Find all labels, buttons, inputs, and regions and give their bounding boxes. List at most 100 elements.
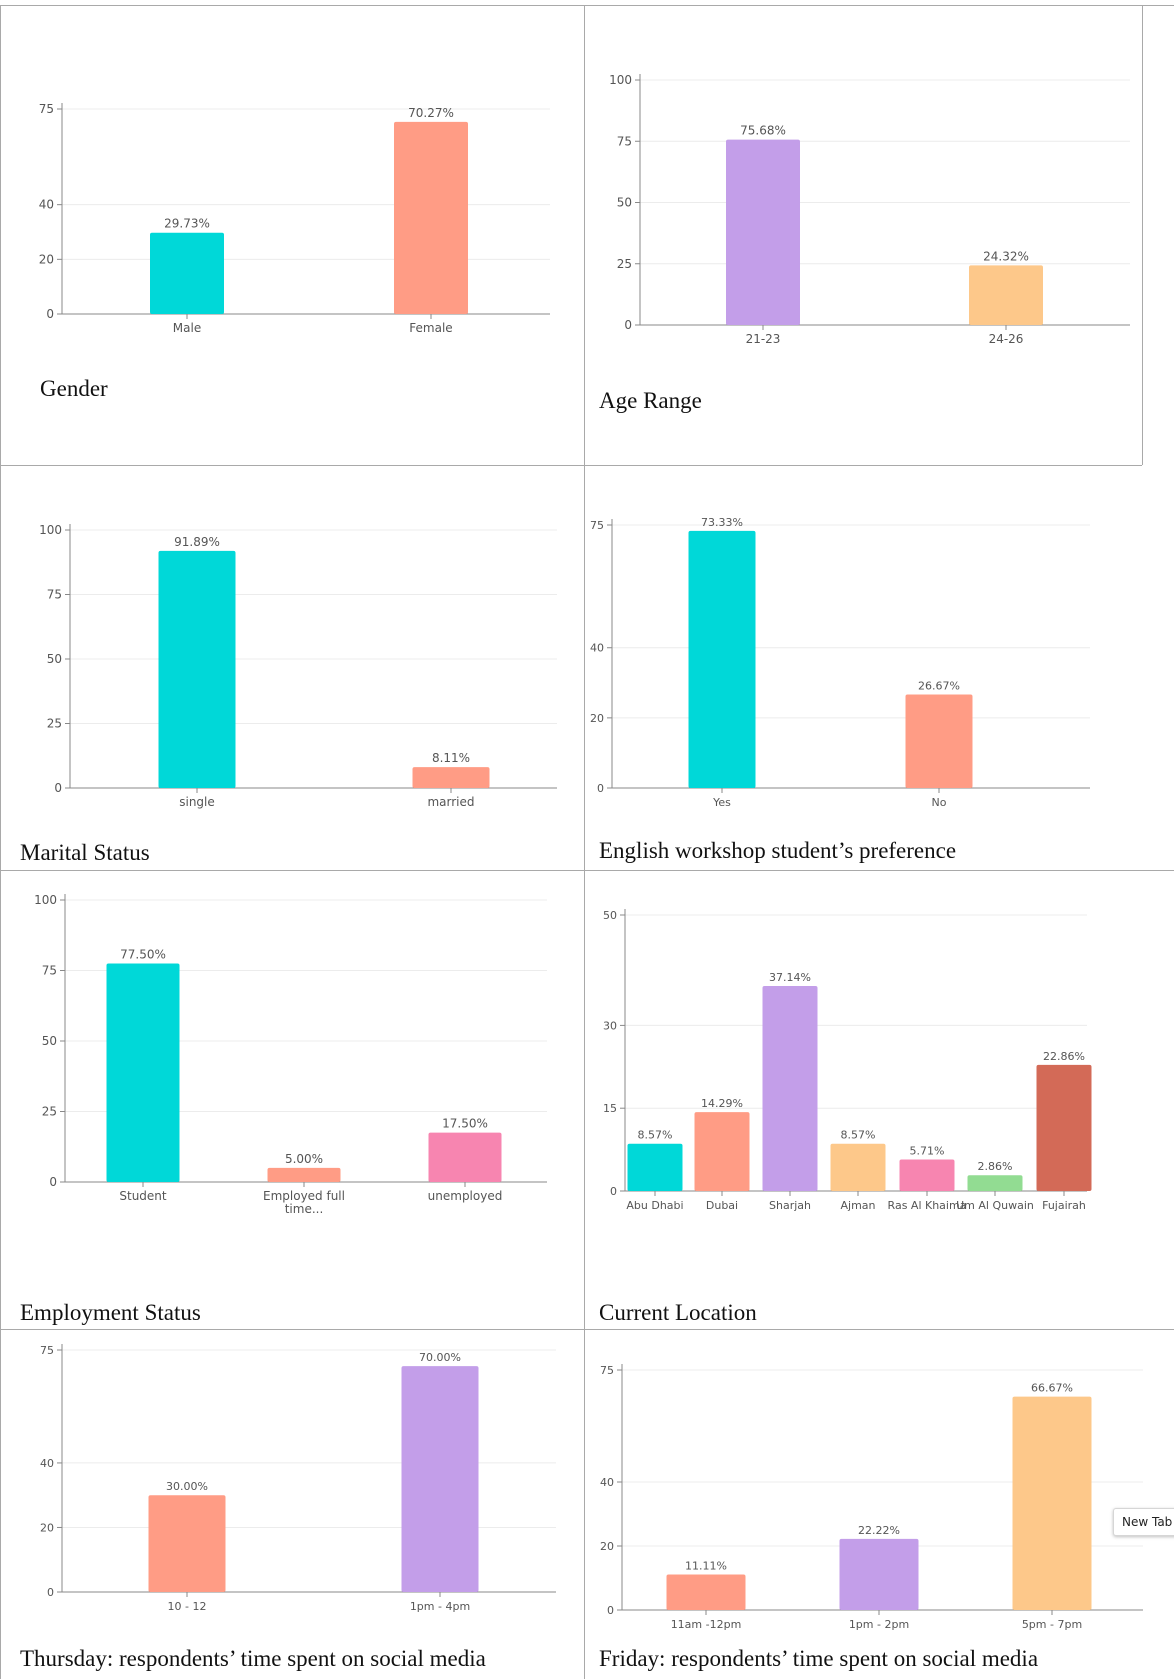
bar [106, 963, 180, 1182]
bar [905, 694, 973, 788]
row-divider-1 [0, 465, 1142, 466]
y-tick-label: 75 [600, 1364, 614, 1377]
data-label: 91.89% [174, 535, 220, 549]
column-divider [584, 5, 585, 1679]
bar [158, 550, 236, 788]
y-tick-label: 0 [46, 307, 54, 321]
y-tick-label: 20 [39, 252, 54, 266]
y-tick-label: 75 [617, 134, 632, 148]
new-tab-tooltip: New Tab [1113, 1508, 1174, 1536]
data-label: 8.57% [841, 1129, 876, 1142]
caption-current-location: Current Location [599, 1300, 757, 1325]
y-tick-label: 30 [603, 1019, 617, 1032]
bar [967, 1175, 1023, 1191]
bar [762, 985, 818, 1191]
y-tick-label: 25 [617, 257, 632, 271]
bar [148, 1495, 226, 1592]
y-tick-label: 40 [590, 642, 604, 655]
employment-status-chart-svg: 0 25 50 75 100 77.50% Student 5.00% Employed ful… [34, 893, 547, 1216]
table-border-top [0, 5, 1174, 6]
y-tick-label: 75 [42, 964, 57, 978]
english-workshop-chart: 0 20 40 75 73.33% Yes 26.67% No [590, 516, 1102, 810]
data-label: 77.50% [120, 947, 166, 961]
bar [899, 1159, 955, 1191]
x-tick-label: single [179, 795, 215, 809]
data-label: 26.67% [918, 679, 960, 692]
employment-status-chart: 0 25 50 75 100 77.50% Student 5.00% Employed ful… [34, 893, 555, 1235]
y-tick-label: 100 [39, 523, 62, 537]
bar [830, 1143, 886, 1191]
y-tick-label: 40 [40, 1457, 54, 1470]
y-tick-label: 0 [610, 1185, 617, 1198]
y-tick-label: 25 [42, 1105, 57, 1119]
data-label: 2.86% [978, 1160, 1013, 1173]
x-tick-label: 5pm - 7pm [1022, 1618, 1082, 1631]
y-tick-label: 50 [617, 196, 632, 210]
bar [726, 139, 800, 325]
data-label: 22.22% [858, 1524, 900, 1537]
x-tick-label: 24-26 [989, 332, 1024, 346]
y-tick-label: 75 [47, 588, 62, 602]
y-tick-label: 100 [609, 73, 632, 87]
bar [688, 530, 756, 788]
data-label: 24.32% [983, 249, 1029, 263]
data-label: 5.71% [910, 1144, 945, 1157]
x-tick-label: married [427, 795, 474, 809]
x-tick-label: Female [409, 321, 452, 335]
y-tick-label: 0 [597, 782, 604, 795]
data-label: 66.67% [1031, 1382, 1073, 1395]
gender-chart: 0 20 40 75 29.73% Male 70.27% Female [39, 69, 550, 335]
y-tick-label: 0 [49, 1175, 57, 1189]
data-label: 29.73% [164, 217, 210, 231]
data-label: 70.27% [408, 106, 454, 120]
data-label: 73.33% [701, 516, 743, 529]
y-tick-label: 0 [624, 318, 632, 332]
row-divider-3 [0, 1329, 1174, 1330]
current-location-chart: 0 15 30 50 8.57% Abu Dhabi 14.29% Dubai 37.14% Sh… [603, 909, 1125, 1230]
x-tick-label: 21-23 [746, 332, 781, 346]
x-tick-label: Employed full time... [263, 1189, 345, 1216]
data-label: 30.00% [166, 1480, 208, 1493]
caption-friday: Friday: respondents’ time spent on socia… [599, 1646, 1039, 1671]
bar [694, 1112, 750, 1191]
x-tick-label: Ajman [840, 1199, 875, 1212]
x-tick-label: unemployed [428, 1189, 503, 1203]
data-label: 37.14% [769, 971, 811, 984]
y-tick-label: 0 [54, 781, 62, 795]
x-tick-label: Um Al Quwain [956, 1199, 1034, 1212]
y-tick-label: 50 [42, 1034, 57, 1048]
data-label: 8.11% [432, 751, 470, 765]
friday-time-chart: 0 20 40 75 11.11% 11am -12pm 22.22% 1pm - 2pm 66… [600, 1364, 1143, 1631]
x-tick-label: 10 - 12 [168, 1600, 207, 1613]
bar [401, 1366, 479, 1592]
x-tick-label: Sharjah [769, 1199, 811, 1212]
bar [394, 121, 468, 314]
marital-status-chart: 0 25 50 75 100 91.89% single 8.11% married [39, 523, 560, 815]
english-workshop-chart-svg: 0 20 40 75 73.33% Yes 26.67% No [590, 516, 1090, 809]
x-tick-label: No [932, 796, 947, 809]
y-tick-label: 0 [47, 1586, 54, 1599]
gender-chart-svg: 0 20 40 75 29.73% Male 70.27% Female [39, 102, 550, 335]
x-tick-label: Abu Dhabi [626, 1199, 683, 1212]
x-tick-label: Student [119, 1189, 167, 1203]
x-tick-label: Ras Al Khaima [888, 1199, 967, 1212]
table-border-right [1142, 5, 1143, 465]
x-tick-label: Fujairah [1042, 1199, 1086, 1212]
caption-age-range: Age Range [599, 388, 702, 413]
age-range-chart: 0 25 50 75 100 75.68% 21-23 24.32% 24-26 [609, 73, 1140, 346]
x-tick-label: 1pm - 4pm [410, 1600, 470, 1613]
data-label: 75.68% [740, 124, 786, 138]
caption-english-workshop: English workshop student’s preference [599, 838, 957, 863]
y-tick-label: 40 [39, 198, 54, 212]
x-tick-label: Yes [712, 796, 731, 809]
y-tick-label: 100 [34, 893, 57, 907]
bar [839, 1538, 919, 1610]
caption-marital-status: Marital Status [20, 840, 150, 865]
data-label: 22.86% [1043, 1050, 1085, 1063]
caption-thursday: Thursday: respondents’ time spent on soc… [20, 1646, 486, 1671]
y-tick-label: 75 [39, 102, 54, 116]
bar [428, 1132, 502, 1182]
data-label: 17.50% [442, 1117, 488, 1131]
bar [666, 1574, 746, 1610]
y-tick-label: 20 [40, 1521, 54, 1534]
